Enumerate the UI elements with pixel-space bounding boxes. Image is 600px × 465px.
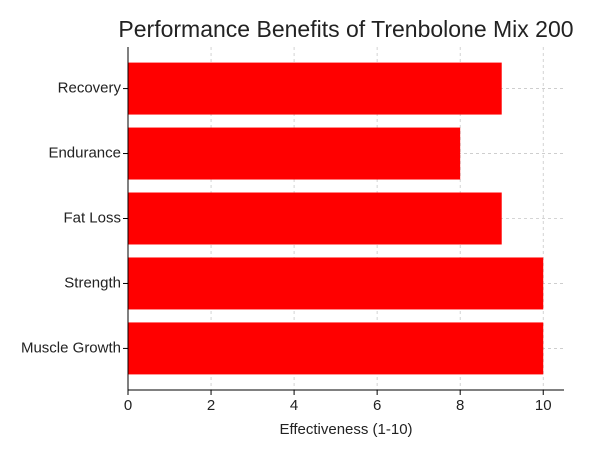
x-tick-label: 2 [207,397,215,414]
bar [128,257,544,310]
y-tick-label: Fat Loss [63,209,121,226]
chart-title: Performance Benefits of Trenbolone Mix 2… [118,16,573,42]
x-tick-label: 8 [456,397,464,414]
bar [128,322,544,375]
y-tick-label: Recovery [58,80,122,97]
y-tick-label: Strength [64,274,121,291]
x-axis-label: Effectiveness (1-10) [279,421,412,438]
bar [128,62,502,115]
bar [128,127,461,180]
y-tick-label: Endurance [48,145,121,162]
x-tick-label: 0 [124,397,132,414]
x-tick-label: 10 [535,397,552,414]
y-tick-label: Muscle Growth [21,339,121,356]
x-tick-label: 4 [290,397,298,414]
x-tick-label: 6 [373,397,381,414]
bar [128,192,502,245]
